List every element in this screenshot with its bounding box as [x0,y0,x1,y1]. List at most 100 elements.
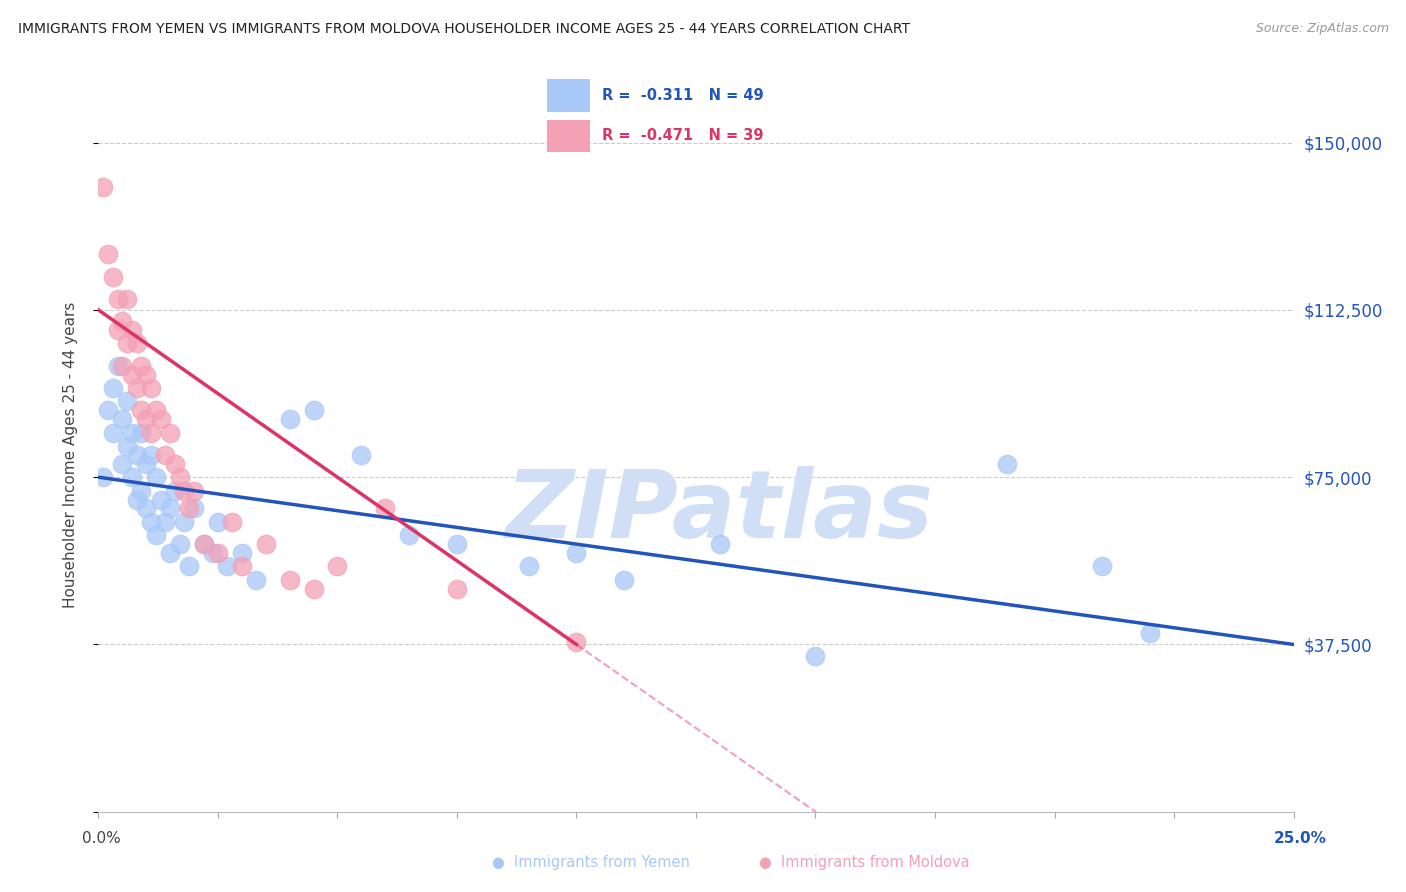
Point [111,314,134,328]
Point [350,448,373,462]
Point [125,336,148,351]
Point [97,403,120,417]
Point [131,425,153,440]
Point [145,528,167,542]
Text: Source: ZipAtlas.com: Source: ZipAtlas.com [1256,22,1389,36]
Point [107,359,129,373]
Text: ●  Immigrants from Yemen: ● Immigrants from Yemen [492,855,690,870]
Point [202,546,225,560]
Point [159,546,181,560]
Point [135,368,157,382]
Point [159,425,181,440]
Point [254,537,277,551]
Point [139,425,162,440]
Bar [547,79,591,112]
Point [131,403,153,417]
Point [121,368,143,382]
Point [1091,559,1114,574]
Point [193,537,215,551]
Point [302,582,325,596]
Point [245,573,267,587]
Point [145,470,167,484]
Point [326,559,349,574]
Point [115,336,138,351]
Point [135,501,157,516]
Point [231,559,253,574]
Point [155,448,177,462]
Point [163,483,186,498]
Point [517,559,540,574]
Point [149,412,172,426]
Point [131,359,153,373]
Point [139,381,162,395]
Text: R =  -0.311   N = 49: R = -0.311 N = 49 [602,88,763,103]
Point [101,381,124,395]
Text: R =  -0.471   N = 39: R = -0.471 N = 39 [602,128,763,143]
Point [179,559,201,574]
Point [111,359,134,373]
Point [995,457,1018,471]
Point [217,559,239,574]
Point [278,412,301,426]
Point [121,425,143,440]
Point [169,537,191,551]
Point [613,573,636,587]
Point [121,470,143,484]
Point [121,323,143,337]
Point [193,537,215,551]
Point [111,412,134,426]
Point [398,528,420,542]
Point [183,501,205,516]
Point [302,403,325,417]
Point [173,515,195,529]
Y-axis label: Householder Income Ages 25 - 44 years: Householder Income Ages 25 - 44 years [63,301,77,608]
Point [163,457,186,471]
Point [125,492,148,507]
Point [145,403,167,417]
Bar [547,120,591,152]
Point [125,448,148,462]
Point [1139,626,1161,640]
Point [139,515,162,529]
Point [446,582,468,596]
Point [101,269,124,284]
Point [91,180,114,194]
Point [207,515,229,529]
Point [97,247,120,261]
Point [446,537,468,551]
Point [149,492,172,507]
Point [111,457,134,471]
Point [107,323,129,337]
Text: ●  Immigrants from Moldova: ● Immigrants from Moldova [759,855,970,870]
Point [115,292,138,306]
Point [155,515,177,529]
Point [107,292,129,306]
Point [115,439,138,453]
Point [709,537,731,551]
Point [565,635,588,649]
Point [125,381,148,395]
Text: 0.0%: 0.0% [82,831,121,846]
Text: 25.0%: 25.0% [1274,831,1327,846]
Point [207,546,229,560]
Point [179,501,201,516]
Point [135,412,157,426]
Point [159,501,181,516]
Point [101,425,124,440]
Point [565,546,588,560]
Point [804,648,827,663]
Point [173,483,195,498]
Point [139,448,162,462]
Point [278,573,301,587]
Point [169,470,191,484]
Point [115,394,138,409]
Text: IMMIGRANTS FROM YEMEN VS IMMIGRANTS FROM MOLDOVA HOUSEHOLDER INCOME AGES 25 - 44: IMMIGRANTS FROM YEMEN VS IMMIGRANTS FROM… [18,22,910,37]
Point [374,501,396,516]
Point [231,546,253,560]
Point [183,483,205,498]
Point [131,483,153,498]
Text: ZIPatlas: ZIPatlas [506,466,934,558]
Point [91,470,114,484]
Point [135,457,157,471]
Point [221,515,243,529]
